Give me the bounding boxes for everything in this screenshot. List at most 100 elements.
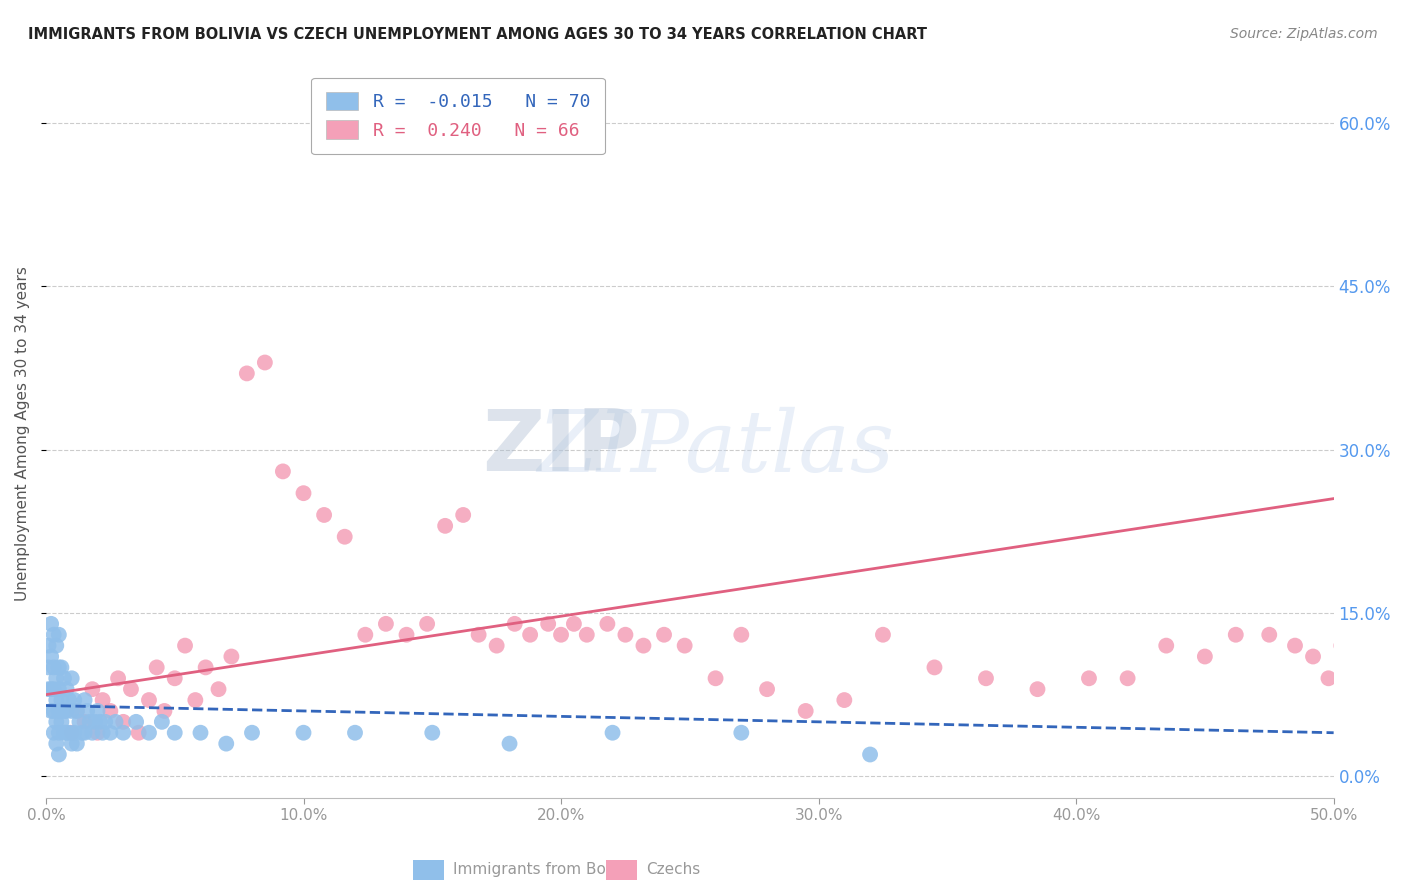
Point [66, 704, 89, 718]
Point [63, 725, 86, 739]
Point [39, 682, 62, 697]
Point [138, 693, 160, 707]
Point [194, 660, 217, 674]
Point [70, 725, 93, 739]
Point [221, 649, 243, 664]
Point [354, 628, 377, 642]
Point [42, 660, 65, 674]
Point [1317, 671, 1340, 685]
Point [184, 693, 207, 707]
Point [859, 747, 882, 762]
Point [271, 464, 294, 478]
Point [112, 725, 135, 739]
Point [153, 704, 176, 718]
Point [60, 737, 83, 751]
Point [53, 725, 76, 739]
Point [974, 671, 997, 685]
Point [73, 725, 96, 739]
Point [63, 693, 86, 707]
Point [91, 693, 114, 707]
Point [89, 714, 111, 729]
Point [86, 725, 108, 739]
Point [51, 714, 73, 729]
Point [104, 714, 127, 729]
Point [82, 682, 104, 697]
Point [174, 639, 197, 653]
Point [420, 725, 443, 739]
Point [51, 693, 73, 707]
Point [60, 671, 83, 685]
Point [1116, 671, 1139, 685]
Point [66, 704, 89, 718]
Point [55, 682, 77, 697]
Point [519, 628, 541, 642]
Point [79, 714, 101, 729]
Point [395, 628, 418, 642]
Point [48, 682, 70, 697]
Point [537, 616, 560, 631]
Point [730, 628, 752, 642]
Point [562, 616, 585, 631]
Point [834, 693, 856, 707]
Point [82, 725, 104, 739]
Point [58, 725, 80, 739]
Point [253, 355, 276, 369]
Point [1258, 628, 1281, 642]
Point [756, 682, 779, 697]
Point [1348, 639, 1371, 653]
Point [48, 660, 70, 674]
Point [451, 508, 474, 522]
Point [76, 704, 98, 718]
Text: Source: ZipAtlas.com: Source: ZipAtlas.com [1230, 27, 1378, 41]
Point [39, 616, 62, 631]
Point [86, 704, 108, 718]
Point [550, 628, 572, 642]
Point [1194, 649, 1216, 664]
Point [215, 737, 238, 751]
Point [633, 639, 655, 653]
Point [1330, 639, 1353, 653]
Point [98, 704, 121, 718]
Point [73, 714, 96, 729]
Point [125, 714, 148, 729]
Point [1078, 671, 1101, 685]
Point [38, 660, 60, 674]
Point [60, 704, 83, 718]
Point [42, 628, 65, 642]
Point [98, 725, 121, 739]
Point [374, 616, 396, 631]
Point [42, 682, 65, 697]
Point [602, 725, 624, 739]
Point [38, 639, 60, 653]
Point [1284, 639, 1306, 653]
Point [652, 628, 675, 642]
Point [51, 660, 73, 674]
Point [145, 660, 167, 674]
Point [872, 628, 894, 642]
Point [138, 725, 160, 739]
Point [58, 693, 80, 707]
Point [45, 671, 67, 685]
Point [1302, 649, 1324, 664]
Point [236, 367, 259, 381]
Point [112, 714, 135, 729]
Point [498, 737, 520, 751]
Point [434, 519, 457, 533]
Point [42, 725, 65, 739]
Point [163, 671, 186, 685]
Point [730, 725, 752, 739]
Point [333, 530, 356, 544]
Point [83, 714, 105, 729]
Point [55, 704, 77, 718]
Point [94, 714, 117, 729]
Point [467, 628, 489, 642]
Point [48, 704, 70, 718]
Point [39, 649, 62, 664]
Point [207, 682, 229, 697]
Point [38, 682, 60, 697]
Text: ZIPatlas: ZIPatlas [537, 407, 894, 489]
Point [48, 628, 70, 642]
Point [190, 725, 212, 739]
Point [292, 725, 315, 739]
Point [128, 725, 150, 739]
